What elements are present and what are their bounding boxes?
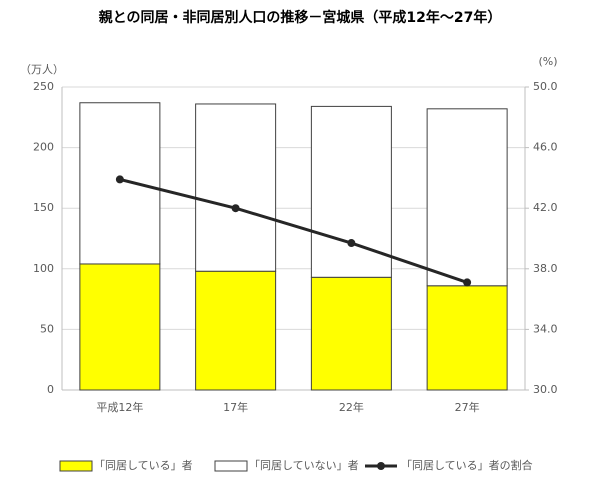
line-point — [463, 278, 472, 287]
legend-label: 「同居している」者 — [94, 459, 193, 472]
legend-label: 「同居していない」者 — [249, 459, 359, 472]
legend-swatch — [59, 460, 93, 472]
line-point — [231, 204, 240, 213]
x-tick-label: 平成12年 — [96, 400, 143, 414]
y-axis-label: （万人） — [20, 63, 64, 76]
bar — [195, 103, 277, 272]
y-tick-label: 200 — [33, 141, 54, 154]
y2-tick-label: 30.0 — [533, 383, 558, 396]
bar — [79, 263, 161, 391]
y2-tick-label: 46.0 — [533, 141, 558, 154]
legend-swatch — [377, 462, 385, 470]
legend-label: 「同居している」者の割合 — [401, 458, 533, 472]
x-tick-label: 22年 — [339, 400, 364, 414]
y2-tick-label: 50.0 — [533, 80, 558, 93]
y-tick-label: 250 — [33, 80, 54, 93]
y-tick-label: 50 — [40, 322, 54, 335]
bar — [426, 285, 508, 391]
line — [119, 177, 468, 284]
y-tick-label: 100 — [33, 262, 54, 275]
bar — [195, 270, 277, 391]
chart-title: 親との同居・非同居別人口の推移－宮城県（平成12年～27年） — [99, 9, 502, 26]
legend-swatch — [214, 460, 248, 472]
line-point — [115, 175, 124, 184]
line-point — [347, 239, 356, 248]
x-tick-label: 17年 — [223, 400, 248, 414]
y2-tick-label: 42.0 — [533, 201, 558, 214]
x-tick-label: 27年 — [455, 400, 480, 414]
y-tick-label: 150 — [33, 201, 54, 214]
bar — [310, 276, 392, 391]
bar — [310, 105, 392, 278]
y2-tick-label: 34.0 — [533, 322, 558, 335]
y2-tick-label: 38.0 — [533, 262, 558, 275]
y2-axis-label: (%) — [538, 55, 557, 68]
y-tick-label: 0 — [47, 383, 54, 396]
bar — [426, 108, 508, 287]
